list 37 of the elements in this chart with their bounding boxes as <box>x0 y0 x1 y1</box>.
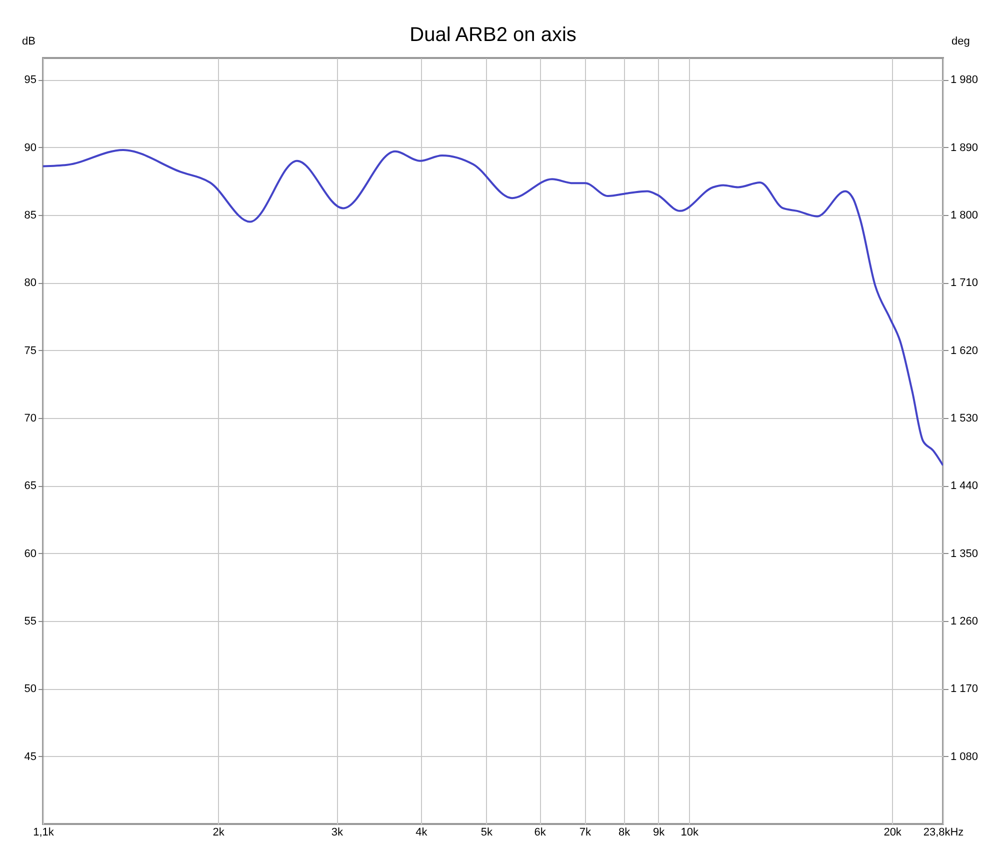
x-tick-label: 8k <box>618 826 631 838</box>
y-tick-label: 70 <box>24 412 36 424</box>
y2-tick-label: 1 350 <box>950 548 978 560</box>
x-tick-label: 4k <box>416 826 428 838</box>
y2-tick-label: 1 800 <box>950 209 978 222</box>
y-tick-label: 55 <box>24 615 36 628</box>
y-tick-label: 95 <box>24 74 36 86</box>
y-tick-label: 90 <box>24 142 36 154</box>
y-tick-label: 85 <box>24 209 36 222</box>
y-tick-label: 65 <box>24 480 36 492</box>
x-tick-label: 1,1k <box>33 826 54 838</box>
y-axis-title: dB <box>22 36 36 48</box>
y2-tick-label: 1 710 <box>950 277 978 290</box>
y-tick-label: 75 <box>24 344 36 357</box>
chart-title: Dual ARB2 on axis <box>410 24 576 46</box>
x-tick-label: 9k <box>653 826 666 838</box>
x-tick-label: 20k <box>884 826 902 838</box>
y-tick-label: 50 <box>24 683 36 696</box>
y2-axis-title: deg <box>952 36 970 48</box>
y-tick-label: 80 <box>24 277 36 290</box>
y2-tick-label: 1 080 <box>950 750 978 763</box>
x-tick-label: 2k <box>212 826 225 838</box>
y2-tick-label: 1 260 <box>950 615 978 628</box>
y2-tick-label: 1 530 <box>950 412 978 424</box>
y2-tick-label: 1 170 <box>950 683 978 696</box>
y2-tick-label: 1 890 <box>950 142 978 154</box>
y-tick-label: 45 <box>24 750 36 763</box>
y-tick-label: 60 <box>24 548 36 560</box>
x-tick-label: 3k <box>331 826 344 838</box>
x-tick-label: 5k <box>480 826 494 838</box>
x-tick-label: 10k <box>680 826 700 838</box>
x-tick-label: 7k <box>579 826 592 838</box>
x-tick-label: 6k <box>534 826 546 838</box>
y2-tick-label: 1 440 <box>950 480 978 492</box>
x-tick-label: 23,8kHz <box>923 826 964 838</box>
y2-tick-label: 1 980 <box>950 74 978 86</box>
y2-tick-label: 1 620 <box>950 344 978 357</box>
